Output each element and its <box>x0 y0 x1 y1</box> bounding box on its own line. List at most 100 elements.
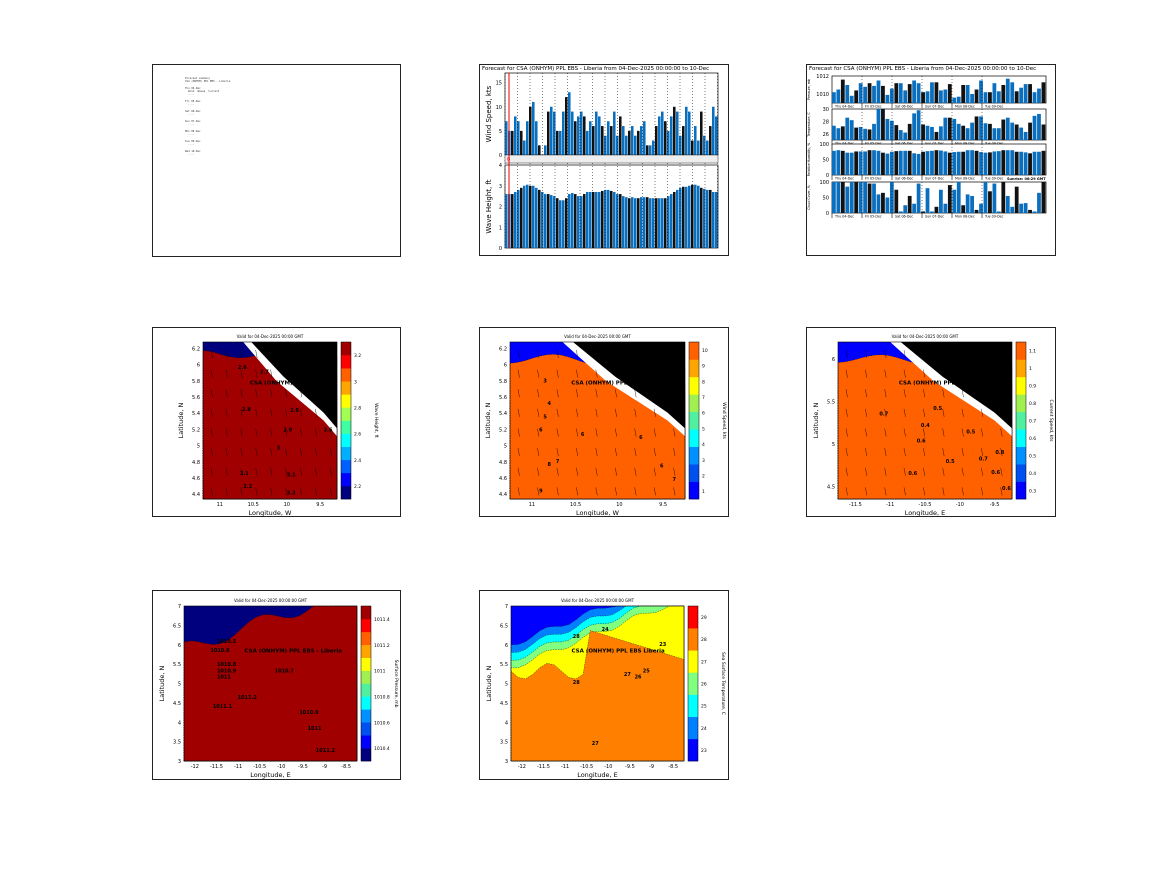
vector-arrow <box>240 408 243 417</box>
y-tick-label: 0 <box>826 211 829 217</box>
vector-arrow <box>240 448 243 457</box>
x-tick-label: -10 <box>956 502 964 508</box>
colorbar-frame <box>1015 341 1027 500</box>
bar <box>952 97 957 103</box>
day-label: Sat 06-Dec <box>895 142 913 146</box>
vector-arrow <box>285 369 288 378</box>
bar <box>872 183 876 213</box>
contour-label: 3.2 <box>243 484 252 490</box>
vector-arrow <box>285 428 288 437</box>
station-label: CSA (ONHYM) PPL EBS - Liberia <box>245 649 343 655</box>
contour-label: 1010.9 <box>299 710 319 716</box>
bar <box>688 111 691 155</box>
vector-arrow <box>961 389 964 398</box>
bar <box>840 79 845 103</box>
bar <box>607 189 610 248</box>
x-tick-label: 10.5 <box>248 502 259 508</box>
bar <box>907 150 912 175</box>
vector-arrow <box>210 349 213 359</box>
contour-label: 0.5 <box>933 406 942 412</box>
bar <box>903 132 908 140</box>
contour-label: 6 <box>660 464 664 470</box>
bar <box>996 128 1001 140</box>
bar <box>876 194 881 213</box>
bar <box>881 192 885 213</box>
bar <box>983 152 988 175</box>
vector-arrow <box>634 389 637 398</box>
colorbar-tick-label: 1011 <box>374 669 386 675</box>
bar <box>836 182 841 213</box>
day-label: Fri 05-Dec <box>865 177 882 181</box>
bar <box>514 191 517 248</box>
vector-arrow <box>225 467 228 476</box>
vector-arrow <box>210 487 213 496</box>
y-tick-label: 3 <box>505 759 508 765</box>
contour-label: 26 <box>635 675 642 681</box>
forecast-text-line: CSA (ONHYM) PPL EBS - Liberia <box>185 80 231 84</box>
bar <box>858 182 863 213</box>
y-axis-label: Relative Humidity, % <box>807 143 811 176</box>
bar <box>541 191 544 248</box>
vector-arrow <box>210 408 213 417</box>
bar <box>1041 124 1046 140</box>
vector-arrow <box>673 349 676 359</box>
weather-timeseries-panel: Forecast for CSA (ONHYM) PPL EBS - Liber… <box>806 64 1056 256</box>
vector-arrow <box>595 448 598 457</box>
contour-label: 7 <box>673 477 677 483</box>
colorbar-tick-label: 24 <box>701 726 707 732</box>
bar <box>970 122 974 140</box>
bar <box>961 205 966 213</box>
bar <box>1041 150 1046 175</box>
vector-arrow <box>329 448 332 457</box>
y-axis-label: Wind Speed, kts <box>485 85 493 142</box>
contour-label: 23 <box>659 642 666 648</box>
bar <box>526 121 529 155</box>
sst-map: Valid for 04-Dec-2025 00:00:00 GMT CSA (O… <box>485 598 726 779</box>
bar <box>523 140 526 155</box>
day-label: Thu 04-Dec <box>834 215 854 219</box>
vector-arrow <box>653 448 656 457</box>
bar <box>517 189 520 248</box>
bar <box>580 196 583 248</box>
vector-arrow <box>653 408 656 417</box>
colorbar-segment <box>341 407 351 421</box>
colorbar-tick-label: 8 <box>702 379 705 385</box>
bar <box>974 89 979 103</box>
vector-arrow <box>537 487 540 496</box>
vector-arrow <box>653 369 656 378</box>
bar <box>532 185 535 248</box>
forecast-text: Forecast summary CSA (ONHYM) PPL EBS - Li… <box>185 77 230 156</box>
bar <box>622 196 625 248</box>
forecast-text-line: .... <box>185 103 195 107</box>
contour-label: 2.9 <box>290 408 299 414</box>
bar <box>854 182 859 213</box>
vector-arrow <box>210 448 213 457</box>
colorbar-label: Current Speed, kts <box>1048 399 1054 442</box>
vector-arrow <box>961 428 964 437</box>
colorbar-tick-label: 0.9 <box>1029 384 1036 390</box>
vector-arrow <box>315 448 317 457</box>
x-tick-label: -10 <box>604 764 612 770</box>
vector-arrow <box>225 428 228 437</box>
contour-label: 3.1 <box>240 471 249 477</box>
bar <box>858 126 863 140</box>
y-tick-label: 4.4 <box>499 492 507 498</box>
contour-label: 0.7 <box>979 456 988 462</box>
bar <box>992 151 997 175</box>
vector-arrow <box>576 487 579 496</box>
bar <box>939 126 943 140</box>
bar <box>867 183 872 213</box>
vector-arrow <box>315 389 317 398</box>
bar <box>974 209 979 213</box>
bar <box>836 150 841 175</box>
bar <box>634 135 637 155</box>
vector-arrow <box>210 428 213 437</box>
bar <box>881 109 885 140</box>
vector-arrow <box>1000 408 1003 417</box>
bar <box>1028 84 1032 103</box>
vector-arrow <box>329 389 332 398</box>
day-label: Sat 06-Dec <box>895 105 913 109</box>
bar <box>601 190 604 248</box>
bar <box>1010 82 1015 103</box>
bar <box>832 92 836 103</box>
